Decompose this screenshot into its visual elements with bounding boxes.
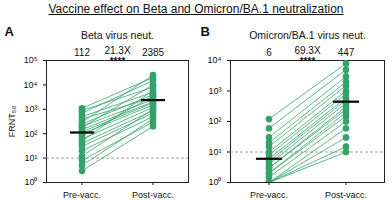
svg-text:10⁰: 10⁰ — [208, 177, 221, 187]
svg-text:10²: 10² — [24, 129, 37, 139]
svg-text:****: **** — [300, 56, 316, 67]
svg-text:10⁰: 10⁰ — [24, 177, 37, 187]
svg-text:10³: 10³ — [24, 104, 37, 114]
svg-text:112: 112 — [74, 47, 90, 58]
svg-text:Post-vacc.: Post-vacc. — [132, 190, 174, 200]
svg-text:10⁴: 10⁴ — [208, 55, 222, 65]
svg-text:447: 447 — [338, 47, 355, 58]
html-text:Vaccine effect on Beta and Omi: Vaccine effect on Beta and Omicron/BA.1 … — [48, 2, 344, 16]
svg-text:21.3X: 21.3X — [104, 45, 130, 56]
svg-text:10¹: 10¹ — [24, 153, 37, 163]
svg-text:Pre-vacc.: Pre-vacc. — [250, 190, 288, 200]
svg-text:B: B — [201, 24, 210, 39]
svg-text:6: 6 — [266, 47, 272, 58]
svg-text:Post-vacc.: Post-vacc. — [325, 190, 367, 200]
svg-text:Pre-vacc.: Pre-vacc. — [63, 190, 101, 200]
svg-text:A: A — [5, 24, 15, 39]
svg-text:69.3X: 69.3X — [294, 45, 320, 56]
svg-text:Omicron/BA.1 virus neut.: Omicron/BA.1 virus neut. — [249, 29, 366, 41]
svg-text:10³: 10³ — [208, 86, 221, 96]
svg-text:Beta virus neut.: Beta virus neut. — [81, 29, 154, 41]
svg-text:****: **** — [110, 56, 126, 67]
svg-text:10¹: 10¹ — [208, 147, 221, 157]
svg-text:10⁵: 10⁵ — [24, 55, 38, 65]
svg-text:2385: 2385 — [142, 47, 165, 58]
svg-text:FRNT₅₀: FRNT₅₀ — [7, 106, 17, 138]
svg-text:10²: 10² — [208, 116, 221, 126]
svg-text:10⁴: 10⁴ — [24, 80, 38, 90]
